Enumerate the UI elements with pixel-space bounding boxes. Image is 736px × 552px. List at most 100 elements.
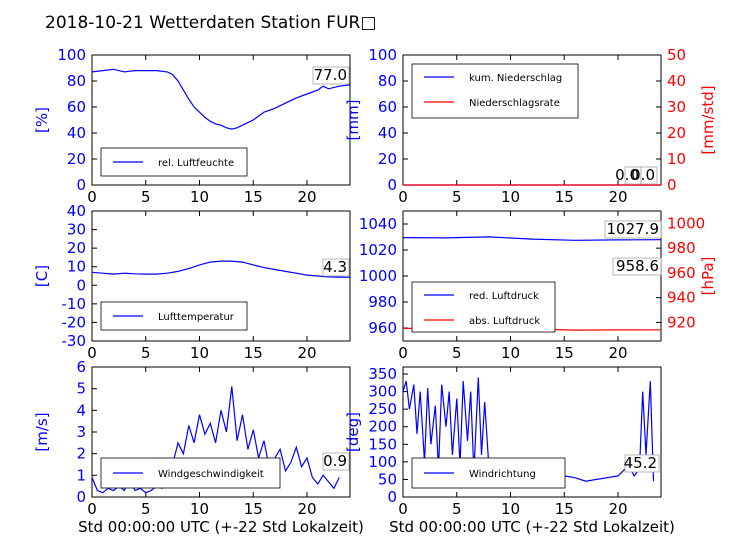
y-tick-label: 1000 [359,267,397,285]
panel-winddirection: 0 5 10 15 20050100150200250300350[deg]Windri… [344,365,675,536]
y-tick-label: 250 [368,400,397,418]
y2-tick-label: 980 [667,239,696,257]
x-tick-label: 0 [398,500,408,518]
legend: Windrichtung [411,457,566,489]
y-tick-label: 0 [76,488,86,506]
value-label-box [312,66,350,85]
x-tick-label: 15 [244,188,263,206]
panel-temperature: 0 5 10 15 20-30-20-10010203040[C]Lufttempera… [33,202,351,362]
legend-label: kum. Niederschlag [469,73,562,84]
legend: kum. Niederschlag Niederschlagsrate [411,63,579,119]
y-tick-label: 60 [378,98,397,116]
y-tick-label: 1040 [359,215,397,233]
y-axis-label: [mm] [344,100,362,141]
x-tick-label: 10 [190,344,209,362]
legend-label: rel. Luftfeuchte [158,158,234,169]
y-tick-label: 1020 [359,241,397,259]
y-tick-label: 50 [378,470,397,488]
x-tick-label: 10 [190,188,209,206]
plot-frame [91,210,351,342]
x-tick-label: 20 [297,344,316,362]
x-tick-label: 20 [297,188,316,206]
y2-tick-label: 10 [667,150,686,168]
panel-humidity: 0 5 10 15 20 0 20 40 60 80 100 [%] rel. Luftfeuchte 7… [33,46,351,206]
panel-windspeed: 0 5 10 15 200123456[m/s]Windgeschwindigkeit0… [33,358,364,536]
x-axis-label: Std 00:00:00 UTC (+-22 Std Lokalzeit) [78,518,364,536]
y-axis-label: [%] [33,107,51,133]
current-value-label: 1027.9 [607,220,660,238]
current-value-label: 77.0 [314,66,347,84]
y-tick-label: 0 [76,176,86,194]
current-value-label: 0.0 [615,166,639,184]
y-tick-label: 20 [67,150,86,168]
legend: Lufttemperatur [100,301,248,331]
panel-pressure: 0 5 10 15 20 960 980 1000 1020 1040 920 940 960 980 10… [359,210,717,362]
legend-box [411,63,579,119]
x-tick-label: 5 [141,188,151,206]
y-tick-label: 0 [387,176,397,194]
x-tick-label: 10 [501,500,520,518]
x-tick-label: 20 [608,188,627,206]
y-tick-label: 100 [368,453,397,471]
y-tick-label: 100 [368,46,397,64]
y-tick-label: 3 [76,423,86,441]
x-tick-label: 15 [244,500,263,518]
x-tick-label: 20 [608,500,627,518]
legend-box [411,281,556,333]
y-tick-label: 60 [67,98,86,116]
current-value-label: 0.0 [631,166,655,184]
x-tick-label: 5 [141,344,151,362]
x-tick-label: 15 [555,344,574,362]
series-line-1 [91,260,351,278]
x-tick-label: 20 [297,500,316,518]
y-tick-label: 6 [76,358,86,376]
current-value-label: 4.3 [323,258,347,276]
y2-tick-label: 0 [667,176,677,194]
value-label-box [322,258,350,277]
y2-tick-label: 50 [667,46,686,64]
series-line-1 [402,236,662,241]
y2-tick-label: 40 [667,72,686,90]
y2-tick-label: 960 [667,264,696,282]
x-tick-label: 10 [190,500,209,518]
y-tick-label: 4 [76,401,86,419]
y-tick-label: -10 [62,295,87,313]
y-tick-label: 1 [76,466,86,484]
x-tick-label: 10 [501,188,520,206]
current-value-label: 0.9 [323,452,347,470]
y-tick-label: 20 [378,150,397,168]
y-tick-label: -20 [62,313,87,331]
x-tick-label: 0 [87,500,97,518]
y2-tick-label: 940 [667,289,696,307]
plot-frame [402,366,662,498]
x-tick-label: 15 [555,188,574,206]
legend-label: Niederschlagsrate [469,98,560,109]
y2-axis-label: [hPa] [699,257,717,296]
y-axis-label: [deg] [344,412,362,452]
y2-tick-label: 1000 [667,214,705,232]
y-tick-label: 10 [67,258,86,276]
y2-axis-label: [mm/std] [699,85,717,154]
series-line-1 [402,377,655,482]
y-tick-label: 980 [368,293,397,311]
value-label-box [604,220,662,239]
legend-label: red. Luftdruck [469,291,539,302]
y-tick-label: 960 [368,319,397,337]
legend: rel. Luftfeuchte [100,147,248,177]
x-tick-label: 0 [87,344,97,362]
legend-label: abs. Luftdruck [469,316,540,327]
plot-frame [91,54,351,186]
y-tick-label: 40 [67,124,86,142]
x-tick-label: 5 [452,344,462,362]
y-tick-label: 0 [76,276,86,294]
x-tick-label: 15 [244,344,263,362]
legend-label: Lufttemperatur [158,312,235,323]
current-value-label: 958.6 [616,257,659,275]
y-tick-label: 40 [378,124,397,142]
x-tick-label: 0 [398,188,408,206]
y2-tick-label: 30 [667,98,686,116]
legend-box [411,457,566,489]
x-tick-label: 0 [87,188,97,206]
legend: red. Luftdruck abs. Luftdruck [411,281,556,333]
y-tick-label: 30 [67,221,86,239]
